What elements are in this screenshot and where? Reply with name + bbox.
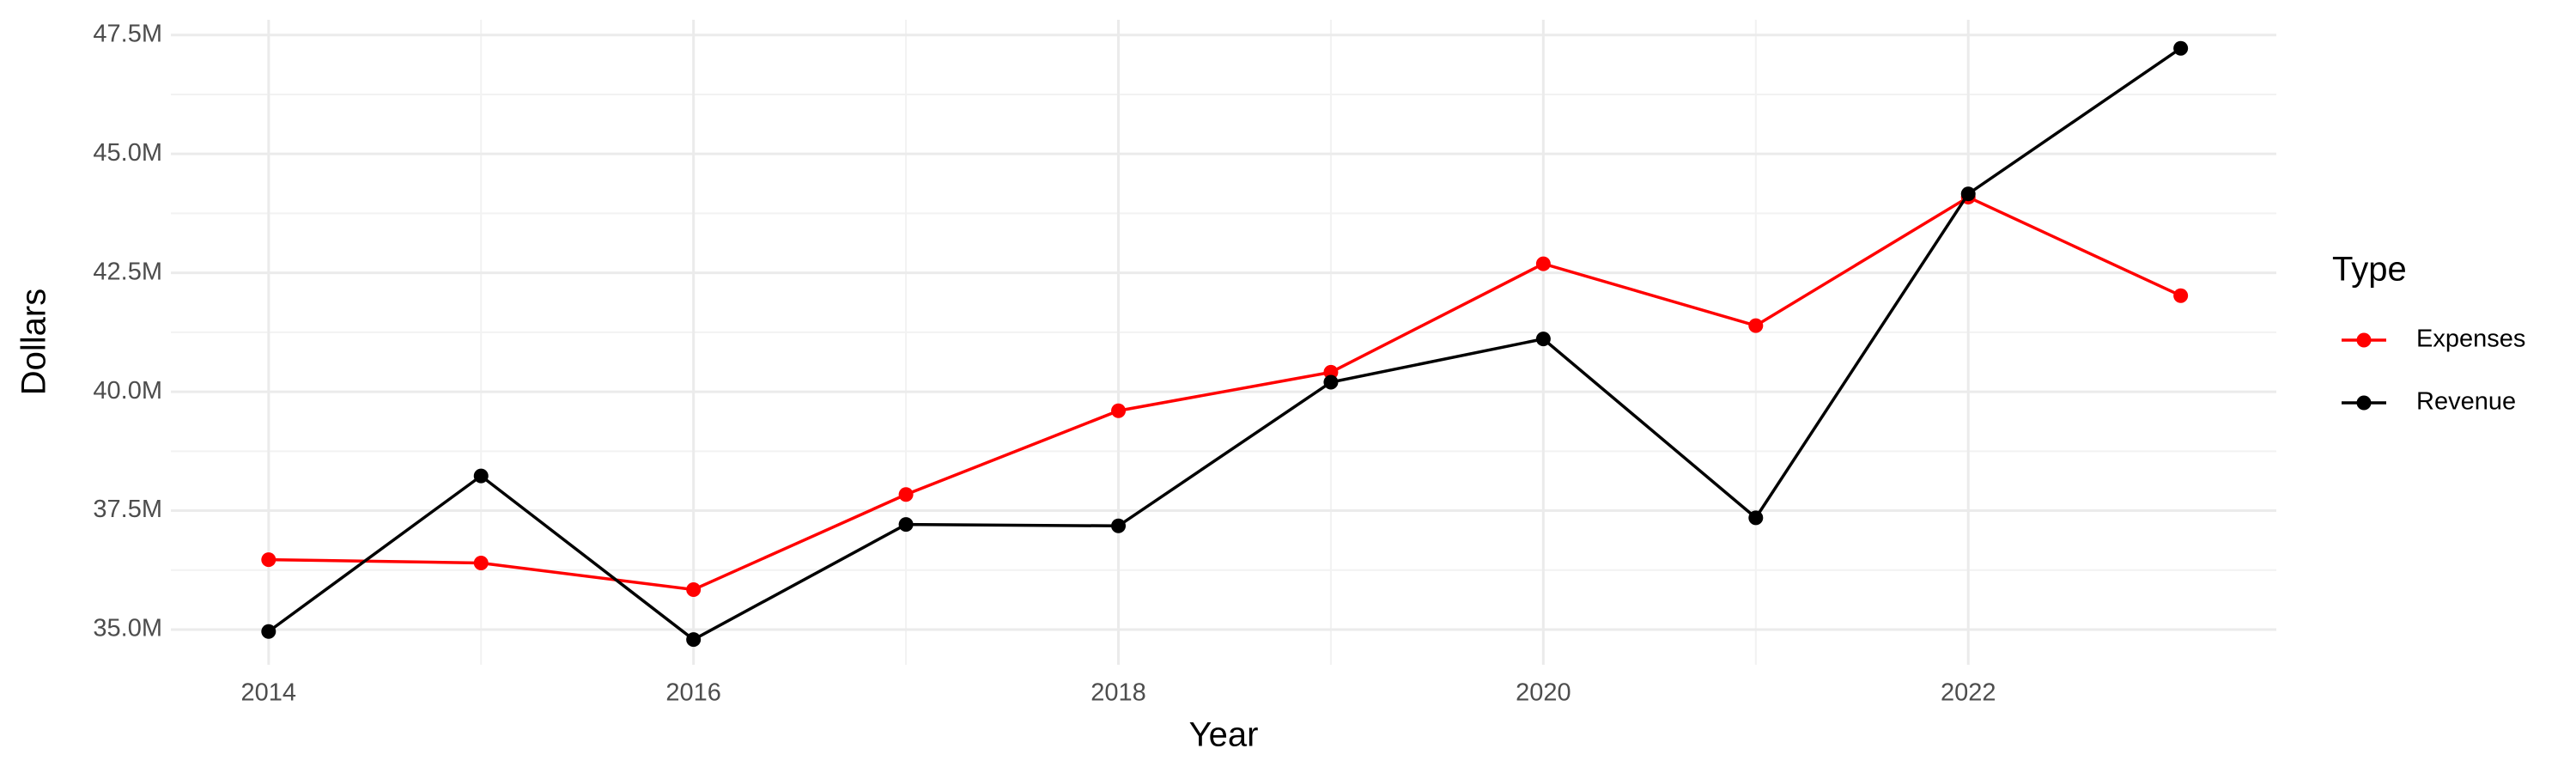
data-point bbox=[2173, 40, 2189, 56]
data-point bbox=[2173, 288, 2189, 303]
legend-label: Revenue bbox=[2416, 388, 2516, 416]
y-tick-label: 35.0M bbox=[93, 615, 162, 642]
data-point bbox=[1323, 364, 1339, 380]
data-point bbox=[1111, 518, 1127, 533]
legend-swatch bbox=[2356, 332, 2372, 348]
x-tick-label: 2020 bbox=[1516, 679, 1571, 707]
series-line bbox=[267, 46, 2182, 642]
data-point bbox=[1535, 332, 1551, 347]
data-point bbox=[686, 581, 702, 597]
data-point bbox=[1960, 186, 1976, 202]
x-tick-label: 2014 bbox=[241, 679, 297, 707]
data-point bbox=[1748, 510, 1764, 526]
y-tick-label: 45.0M bbox=[93, 139, 162, 167]
legend-label: Expenses bbox=[2416, 326, 2525, 353]
y-axis-label: Dollars bbox=[15, 289, 53, 395]
legend-title: Type bbox=[2332, 251, 2407, 289]
x-tick-label: 2022 bbox=[1941, 679, 1996, 707]
data-point bbox=[1323, 374, 1339, 390]
data-point bbox=[898, 487, 914, 502]
y-tick-label: 42.5M bbox=[93, 258, 162, 285]
data-point bbox=[1535, 256, 1551, 271]
data-point bbox=[1111, 403, 1127, 418]
data-point bbox=[261, 552, 276, 568]
y-tick-label: 47.5M bbox=[93, 20, 162, 47]
y-tick-label: 40.0M bbox=[93, 377, 162, 405]
y-tick-label: 37.5M bbox=[93, 496, 162, 523]
data-point bbox=[1748, 318, 1764, 333]
series-line bbox=[268, 195, 2182, 592]
x-axis-label: Year bbox=[1189, 716, 1259, 754]
x-tick-label: 2018 bbox=[1091, 679, 1146, 707]
data-point bbox=[473, 468, 489, 484]
data-point bbox=[261, 624, 276, 639]
x-tick-label: 2016 bbox=[665, 679, 721, 707]
data-point bbox=[473, 555, 489, 570]
data-point bbox=[686, 632, 702, 648]
data-point bbox=[898, 517, 914, 533]
legend-swatch bbox=[2356, 395, 2372, 411]
